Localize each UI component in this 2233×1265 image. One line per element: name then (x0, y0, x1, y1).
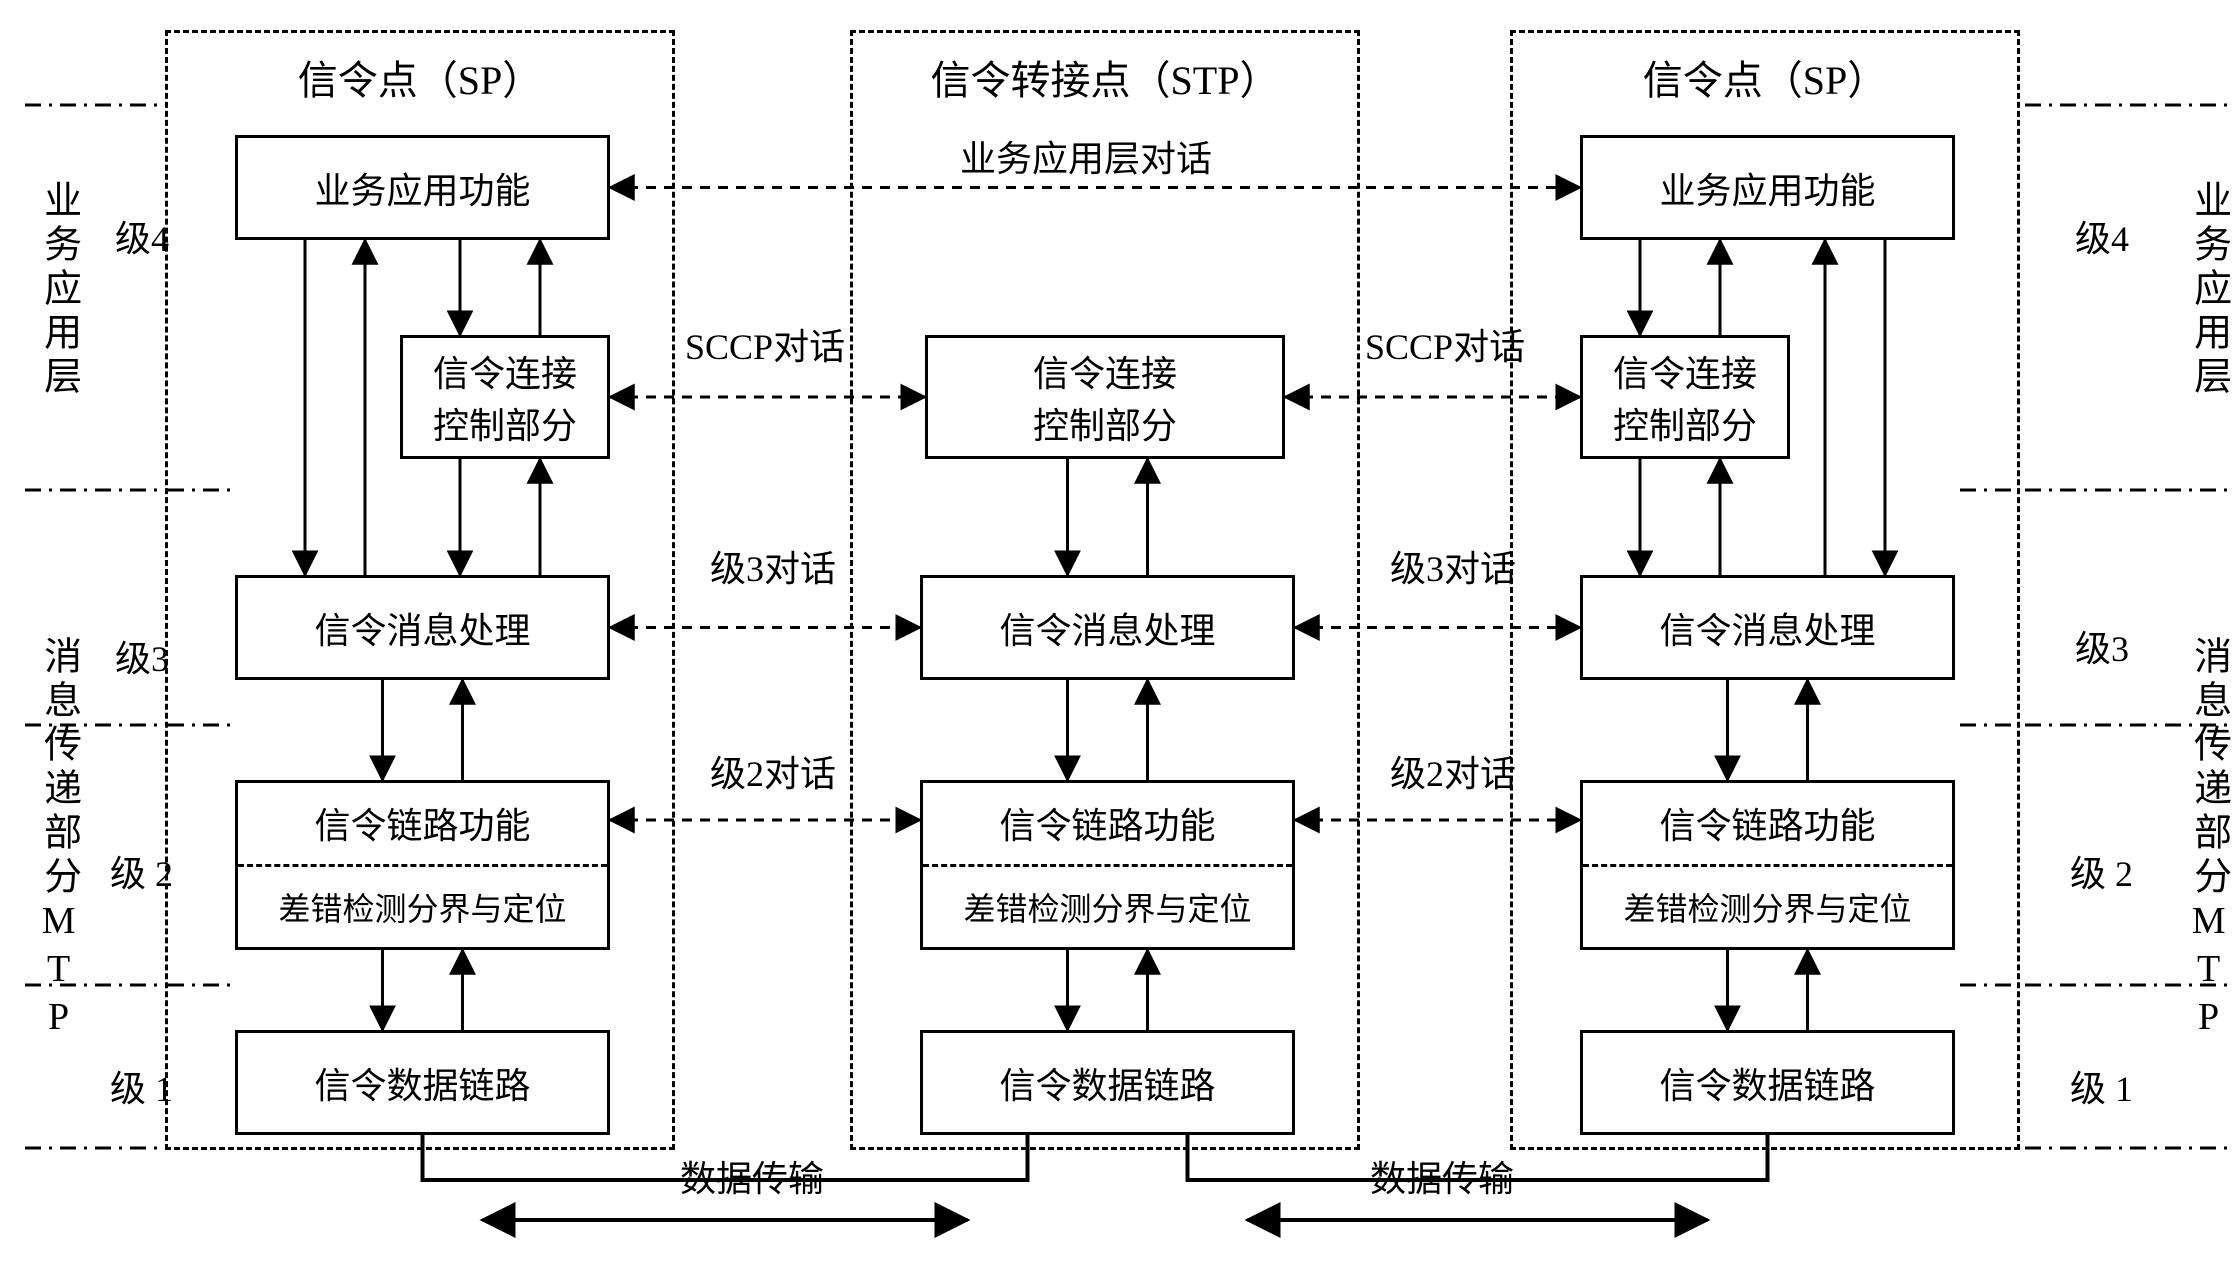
right-link: 信令链路功能 差错检测分界与定位 (1580, 780, 1955, 950)
right-msg-label: 信令消息处理 (1659, 602, 1875, 654)
left-link: 信令链路功能 差错检测分界与定位 (235, 780, 610, 950)
left-sccp-l2: 控制部分 (433, 397, 577, 449)
right-sccp-l2: 控制部分 (1613, 397, 1757, 449)
mid-sccp-l1: 信令连接 (1033, 345, 1177, 397)
left-msg-label: 信令消息处理 (314, 602, 530, 654)
col-left-title: 信令点（SP） (240, 48, 600, 106)
left-msg: 信令消息处理 (235, 575, 610, 680)
left-link-bot: 差错检测分界与定位 (238, 867, 607, 948)
right-upper-group: 业务应用层 (2185, 125, 2231, 455)
data-xfer-l: 数据传输 (680, 1150, 824, 1202)
left-app: 业务应用功能 (235, 135, 610, 240)
l2-right: 级 2 (2070, 845, 2133, 897)
l3-dialog-l: 级3对话 (710, 540, 836, 592)
right-link-top: 信令链路功能 (1583, 783, 1952, 867)
mid-link-bot: 差错检测分界与定位 (923, 867, 1292, 948)
sccp-dialog-l: SCCP对话 (685, 318, 845, 370)
right-app-label: 业务应用功能 (1659, 162, 1875, 214)
right-sccp: 信令连接 控制部分 (1580, 335, 1790, 459)
l4-left: 级4 (115, 210, 169, 262)
left-data-label: 信令数据链路 (314, 1057, 530, 1109)
mid-sccp-l2: 控制部分 (1033, 397, 1177, 449)
mid-sccp: 信令连接 控制部分 (925, 335, 1285, 459)
left-link-top: 信令链路功能 (238, 783, 607, 867)
left-lower-group: 消息传递部分MTP (35, 550, 81, 1130)
left-sccp: 信令连接 控制部分 (400, 335, 610, 459)
mid-link-top: 信令链路功能 (923, 783, 1292, 867)
l1-right: 级 1 (2070, 1060, 2133, 1112)
mid-msg: 信令消息处理 (920, 575, 1295, 680)
mid-data: 信令数据链路 (920, 1030, 1295, 1135)
right-data-label: 信令数据链路 (1659, 1057, 1875, 1109)
l4-right: 级4 (2075, 210, 2129, 262)
left-upper-group: 业务应用层 (35, 125, 81, 455)
left-app-label: 业务应用功能 (314, 162, 530, 214)
right-app: 业务应用功能 (1580, 135, 1955, 240)
col-mid-title: 信令转接点（STP） (925, 48, 1285, 106)
sccp-dialog-r: SCCP对话 (1365, 318, 1525, 370)
l3-right: 级3 (2075, 620, 2129, 672)
l3-left: 级3 (115, 630, 169, 682)
l2-dialog-r: 级2对话 (1390, 745, 1516, 797)
data-xfer-r: 数据传输 (1370, 1150, 1514, 1202)
right-msg: 信令消息处理 (1580, 575, 1955, 680)
l2-dialog-l: 级2对话 (710, 745, 836, 797)
right-sccp-l1: 信令连接 (1613, 345, 1757, 397)
left-data: 信令数据链路 (235, 1030, 610, 1135)
l1-left: 级 1 (110, 1060, 173, 1112)
ss7-diagram: 信令点（SP） 信令转接点（STP） 信令点（SP） 业务应用功能 信令连接 控… (20, 20, 2233, 1245)
col-right-title: 信令点（SP） (1585, 48, 1945, 106)
mid-msg-label: 信令消息处理 (999, 602, 1215, 654)
left-sccp-l1: 信令连接 (433, 345, 577, 397)
mid-data-label: 信令数据链路 (999, 1057, 1215, 1109)
l3-dialog-r: 级3对话 (1390, 540, 1516, 592)
right-data: 信令数据链路 (1580, 1030, 1955, 1135)
l2-left: 级 2 (110, 845, 173, 897)
mid-link: 信令链路功能 差错检测分界与定位 (920, 780, 1295, 950)
app-dialog-label: 业务应用层对话 (960, 130, 1212, 182)
right-link-bot: 差错检测分界与定位 (1583, 867, 1952, 948)
right-lower-group: 消息传递部分MTP (2185, 550, 2231, 1130)
